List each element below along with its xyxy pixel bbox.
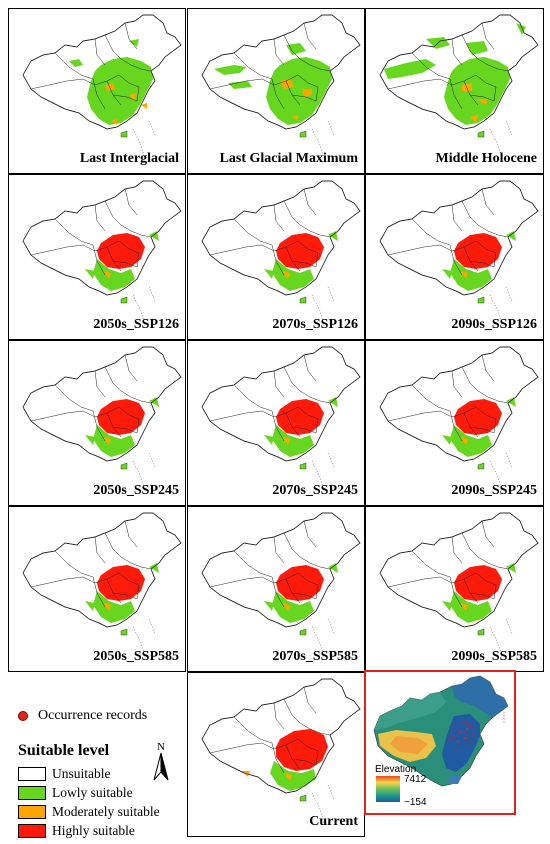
map-panel: 2070s_SSP126	[187, 174, 365, 340]
china-map	[379, 512, 539, 658]
map-panel: 2090s_SSP126	[365, 174, 544, 340]
elevation-title: Elevation	[375, 764, 417, 775]
legend-swatch	[18, 824, 46, 838]
map-panel: 2070s_SSP245	[187, 340, 365, 506]
elevation-inset: Elevation 7412 −154	[364, 670, 516, 815]
elevation-min-label: −154	[404, 797, 427, 808]
china-map	[201, 678, 361, 824]
legend: Occurrence records Suitable level N Unsu…	[8, 672, 186, 839]
panel-label: Last Interglacial	[79, 151, 179, 166]
legend-swatch	[18, 786, 46, 800]
legend-item-moderately: Moderately suitable	[18, 804, 160, 820]
panel-label: 2070s_SSP245	[272, 483, 358, 498]
elevation-map	[373, 675, 509, 787]
china-map	[22, 512, 182, 658]
map-panel: Last Glacial Maximum	[187, 8, 365, 174]
map-panel: 2050s_SSP126	[8, 174, 186, 340]
china-map	[22, 14, 182, 160]
china-map	[201, 180, 361, 326]
legend-item-label: Lowly suitable	[52, 785, 133, 800]
legend-swatch	[18, 805, 46, 819]
legend-item-highly: Highly suitable	[18, 823, 135, 839]
legend-item-label: Moderately suitable	[52, 804, 160, 819]
legend-item-lowly: Lowly suitable	[18, 785, 133, 801]
map-panel: Middle Holocene	[365, 8, 544, 174]
map-panel: 2070s_SSP585	[187, 506, 365, 672]
map-figure: Last Interglacial Last Glacial Maximum Mid…	[8, 8, 545, 839]
occurrence-legend: Occurrence records	[18, 708, 147, 724]
panel-label: 2050s_SSP245	[93, 483, 179, 498]
legend-title: Suitable level	[18, 742, 110, 759]
legend-item-label: Unsuitable	[52, 766, 111, 781]
china-map	[22, 346, 182, 492]
map-panel: Current	[187, 672, 365, 837]
map-panel: 2090s_SSP585	[365, 506, 544, 672]
elevation-colorbar	[376, 776, 400, 802]
map-panel: 2050s_SSP245	[8, 340, 186, 506]
panel-label: 2050s_SSP126	[93, 317, 179, 332]
map-panel: 2050s_SSP585	[8, 506, 186, 672]
china-map	[201, 346, 361, 492]
panel-label: Middle Holocene	[435, 151, 538, 166]
north-label: N	[157, 741, 165, 753]
legend-swatch	[18, 767, 46, 781]
china-map	[201, 512, 361, 658]
map-panel: 2090s_SSP245	[365, 340, 544, 506]
panel-label: 2090s_SSP245	[451, 483, 537, 498]
panel-label: 2090s_SSP126	[451, 317, 537, 332]
legend-item-label: Highly suitable	[52, 823, 135, 838]
map-panel: Last Interglacial	[8, 8, 186, 174]
china-map	[379, 14, 539, 160]
panel-label: Current	[309, 814, 358, 829]
north-arrow-icon: N	[153, 741, 169, 781]
occurrence-label: Occurrence records	[38, 708, 148, 723]
legend-item-unsuitable: Unsuitable	[18, 766, 111, 782]
china-map	[22, 180, 182, 326]
panel-label: 2090s_SSP585	[451, 649, 537, 664]
elevation-max-label: 7412	[404, 774, 427, 785]
china-map	[201, 14, 361, 160]
occurrence-dot-icon	[18, 711, 28, 721]
panel-label: 2070s_SSP126	[272, 317, 358, 332]
panel-label: 2050s_SSP585	[93, 649, 179, 664]
panel-label: 2070s_SSP585	[272, 649, 358, 664]
china-map	[379, 180, 539, 326]
china-map	[379, 346, 539, 492]
panel-label: Last Glacial Maximum	[219, 151, 358, 166]
